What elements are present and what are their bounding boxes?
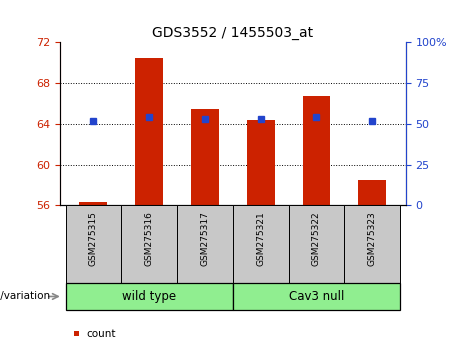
Bar bbox=[191, 109, 219, 205]
Text: GSM275316: GSM275316 bbox=[145, 212, 154, 267]
Bar bbox=[344, 205, 400, 283]
Text: GSM275317: GSM275317 bbox=[201, 212, 209, 267]
Bar bbox=[65, 205, 121, 283]
Bar bbox=[121, 205, 177, 283]
Bar bbox=[247, 120, 275, 205]
Text: count: count bbox=[86, 329, 116, 339]
Bar bbox=[79, 202, 107, 205]
Text: GSM275323: GSM275323 bbox=[368, 212, 377, 266]
Bar bbox=[233, 283, 400, 310]
Bar bbox=[233, 205, 289, 283]
Bar bbox=[177, 205, 233, 283]
Text: GSM275322: GSM275322 bbox=[312, 212, 321, 266]
Bar bbox=[358, 180, 386, 205]
Title: GDS3552 / 1455503_at: GDS3552 / 1455503_at bbox=[152, 26, 313, 40]
Text: wild type: wild type bbox=[122, 290, 176, 303]
Text: genotype/variation: genotype/variation bbox=[0, 291, 51, 302]
Text: GSM275321: GSM275321 bbox=[256, 212, 265, 266]
Bar bbox=[65, 283, 233, 310]
Text: GSM275315: GSM275315 bbox=[89, 212, 98, 267]
Bar bbox=[289, 205, 344, 283]
Text: Cav3 null: Cav3 null bbox=[289, 290, 344, 303]
Bar bbox=[135, 58, 163, 205]
Bar bbox=[302, 96, 331, 205]
